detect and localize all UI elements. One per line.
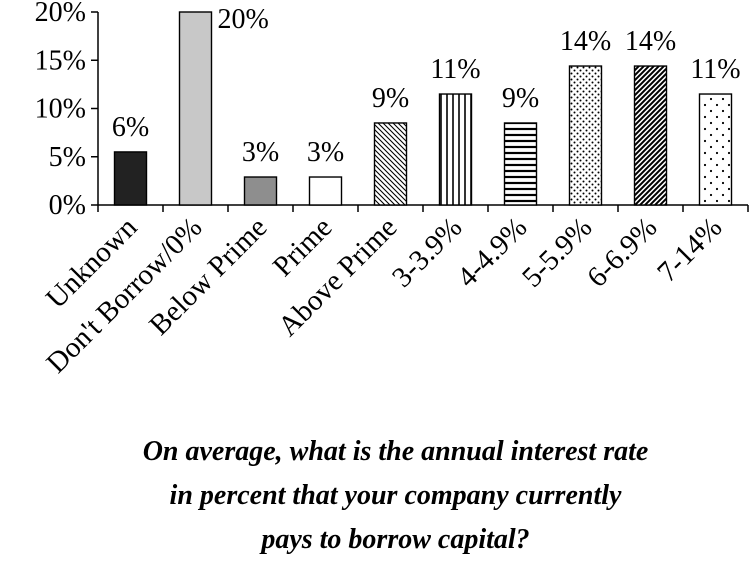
- y-tick-label: 5%: [49, 142, 86, 173]
- value-labels: 6% 20% 3% 3% 9% 11% 9% 14% 14% 11%: [112, 4, 741, 168]
- value-label: 3%: [242, 137, 279, 168]
- bar: [178, 11, 213, 206]
- x-axis-title-line-1: On average, what is the annual interest …: [142, 436, 649, 467]
- bars: [113, 11, 733, 206]
- y-tick-label: 10%: [35, 94, 86, 125]
- category-label: 3-3.9%: [386, 211, 468, 293]
- bar-chart: 0%5%10%15%20% 6%20%3% 3%9%11%9%14% 14%11% …: [35, 0, 749, 379]
- value-label: 3%: [307, 137, 344, 168]
- category-label: 7-14%: [651, 211, 728, 288]
- y-tick-label: 15%: [35, 45, 86, 76]
- x-axis-title-line-3: pays to borrow capital?: [261, 524, 530, 555]
- x-axis-title: On average, what is the annual interest …: [40, 430, 751, 562]
- bar: [633, 65, 668, 206]
- bar: [503, 122, 538, 206]
- category-label: 5-5.9%: [516, 211, 598, 293]
- bar: [568, 65, 603, 206]
- y-tick-label: 20%: [35, 0, 86, 28]
- x-axis: [97, 204, 749, 212]
- value-label: 20%: [218, 4, 269, 35]
- bar: [698, 93, 733, 206]
- category-label: 4-4.9%: [451, 211, 533, 293]
- value-label: 14%: [560, 26, 611, 57]
- bar: [308, 176, 343, 206]
- x-axis-title-line-2: in percent that your company currently: [169, 480, 622, 511]
- category-label: 6-6.9%: [581, 211, 663, 293]
- bar: [438, 93, 473, 206]
- y-tick-label: 0%: [49, 190, 86, 221]
- y-axis: 0% 5% 10% 15% 20%: [35, 0, 99, 221]
- value-label: 9%: [502, 83, 539, 114]
- value-label: 11%: [690, 54, 740, 85]
- value-label: 14%: [625, 26, 676, 57]
- value-label: 6%: [112, 112, 149, 143]
- value-label: 9%: [372, 83, 409, 114]
- bar: [243, 176, 278, 206]
- bar: [113, 151, 148, 206]
- bar: [373, 122, 408, 206]
- value-label: 11%: [430, 54, 480, 85]
